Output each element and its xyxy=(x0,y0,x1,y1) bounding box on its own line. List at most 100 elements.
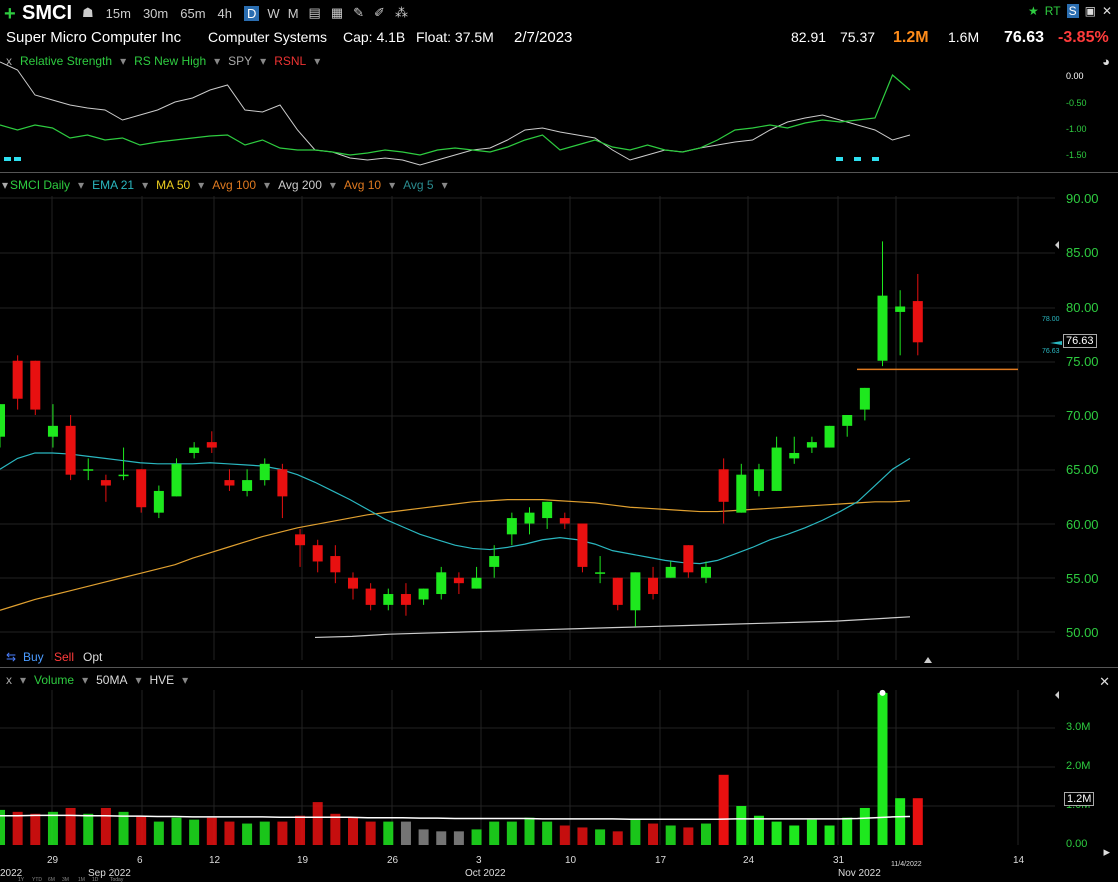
hve-item[interactable]: HVE xyxy=(149,673,175,687)
range-button[interactable]: Today xyxy=(110,877,124,882)
percent-change: -3.85% xyxy=(1058,29,1109,46)
candle-body xyxy=(824,425,835,448)
range-button[interactable]: 3M xyxy=(62,877,69,882)
candle-body xyxy=(0,404,5,437)
avg10-item[interactable]: Avg 10 xyxy=(343,178,382,192)
timeframe-M[interactable]: M xyxy=(287,5,299,21)
range-button[interactable]: YTD xyxy=(32,877,42,882)
settings-icon[interactable]: ☗ xyxy=(82,5,94,20)
volume-close-button[interactable]: x xyxy=(6,673,12,687)
price-axis-label: 90.00 xyxy=(1066,191,1099,206)
range-button[interactable]: 1D xyxy=(92,877,99,882)
candle-body xyxy=(436,572,447,595)
volume-bar xyxy=(100,807,111,845)
volume-bar xyxy=(736,806,747,845)
add-icon[interactable]: + xyxy=(4,3,16,25)
relative-strength-line xyxy=(0,74,911,156)
x-tick-label: 31 xyxy=(833,855,845,866)
candle-body xyxy=(259,463,270,481)
spy-line xyxy=(0,61,911,166)
rs-axis-label: -1.00 xyxy=(1066,124,1087,134)
opt-button[interactable]: Opt xyxy=(83,650,103,664)
price-panel-header: ▾ SMCI Daily ▾ EMA 21 ▾ MA 50 ▾ Avg 100 … xyxy=(2,178,448,192)
candle-body xyxy=(277,469,288,497)
sector: Computer Systems xyxy=(208,29,328,45)
candle-body xyxy=(771,447,782,491)
volume-bar xyxy=(12,811,23,845)
timeframe-D[interactable]: D xyxy=(244,5,260,21)
ma50-item[interactable]: MA 50 xyxy=(156,178,191,192)
rs-panel-header: x Relative Strength ▾ RS New High ▾ SPY … xyxy=(6,54,321,68)
volume-bar xyxy=(683,827,694,845)
x-month-label: Oct 2022 xyxy=(465,868,506,879)
x-tick-label: 19 xyxy=(297,855,309,866)
timeframe-4h[interactable]: 4h xyxy=(217,5,233,21)
save-icon[interactable]: ▣ xyxy=(1084,4,1096,18)
candle-body xyxy=(83,469,94,471)
mini-label-7663: 76.63 xyxy=(1042,348,1060,355)
rs-close-button[interactable]: x xyxy=(6,54,12,68)
scroll-right-icon[interactable]: ▸ xyxy=(1103,844,1110,859)
avg100-item[interactable]: Avg 100 xyxy=(212,178,257,192)
rs-axis-label: -1.50 xyxy=(1066,150,1087,160)
calculator-icon[interactable]: ▦ xyxy=(330,5,344,20)
x-tick-label: 26 xyxy=(387,855,399,866)
volume-bar xyxy=(83,813,94,845)
candle-body xyxy=(489,556,500,567)
candle-body xyxy=(736,474,747,513)
rs-new-high-marker xyxy=(14,157,21,161)
rs-new-high-marker xyxy=(854,157,861,161)
rt-badge[interactable]: RT xyxy=(1044,4,1061,18)
sell-button[interactable]: Sell xyxy=(54,650,75,664)
buy-button[interactable]: Buy xyxy=(23,650,44,664)
volume-50ma-item[interactable]: 50MA xyxy=(96,673,128,687)
high-marker-icon xyxy=(1055,241,1059,249)
s-badge[interactable]: S xyxy=(1066,4,1079,18)
rs-axis-label: -0.50 xyxy=(1066,98,1087,108)
candle-body xyxy=(753,469,764,491)
ticker-symbol[interactable]: SMCI xyxy=(22,1,72,24)
buy-icon[interactable]: ⇆ xyxy=(6,650,17,664)
rsnl-item[interactable]: RSNL xyxy=(274,54,307,68)
ema21-item[interactable]: EMA 21 xyxy=(92,178,135,192)
range-button[interactable]: 1Y xyxy=(18,877,25,882)
ema21-line xyxy=(0,452,911,565)
timeframe-W[interactable]: W xyxy=(267,5,280,21)
rs-item[interactable]: Relative Strength xyxy=(20,54,113,68)
range-button[interactable]: 6M xyxy=(48,877,55,882)
volume-bar xyxy=(771,821,782,845)
volume-item[interactable]: Volume xyxy=(34,673,75,687)
volume-bar xyxy=(118,811,129,845)
avg5-item[interactable]: Avg 5 xyxy=(403,178,434,192)
share-icon[interactable]: ⁂ xyxy=(394,5,408,20)
pencil-icon[interactable]: ✎ xyxy=(353,5,365,20)
candle-body xyxy=(718,469,729,502)
timeframe-30m[interactable]: 30m xyxy=(142,5,169,21)
timeframe-65m[interactable]: 65m xyxy=(180,5,206,21)
candle-body xyxy=(877,295,888,361)
price-axis-label: 80.00 xyxy=(1066,299,1099,315)
volume-bar xyxy=(242,823,253,845)
candle-body xyxy=(577,523,588,567)
close-icon[interactable]: ✕ xyxy=(1101,4,1112,18)
volume-close-icon[interactable]: ✕ xyxy=(1099,674,1110,689)
range-button[interactable]: 1M xyxy=(78,877,85,882)
candle-body xyxy=(65,425,76,475)
x-tick-label: 17 xyxy=(655,855,667,866)
timeframe-15m[interactable]: 15m xyxy=(105,5,131,21)
note-icon[interactable]: ✐ xyxy=(374,5,385,20)
avg200-item[interactable]: Avg 200 xyxy=(278,178,322,192)
smci-daily-item[interactable]: SMCI Daily xyxy=(10,178,71,192)
star-icon[interactable]: ★ xyxy=(1028,4,1039,18)
candle-body xyxy=(859,387,870,410)
rs-new-high-marker xyxy=(872,157,879,161)
chart-type-icon[interactable]: ▤ xyxy=(308,5,321,20)
spy-item[interactable]: SPY xyxy=(228,54,253,68)
price-axis-label: 85.00 xyxy=(1066,245,1099,261)
palette-icon[interactable]: ◕ xyxy=(1102,54,1110,69)
rs-new-high-item[interactable]: RS New High xyxy=(134,54,207,68)
day-high: 82.91 xyxy=(791,29,827,45)
volume-bar xyxy=(753,815,764,845)
candle-body xyxy=(418,588,429,600)
